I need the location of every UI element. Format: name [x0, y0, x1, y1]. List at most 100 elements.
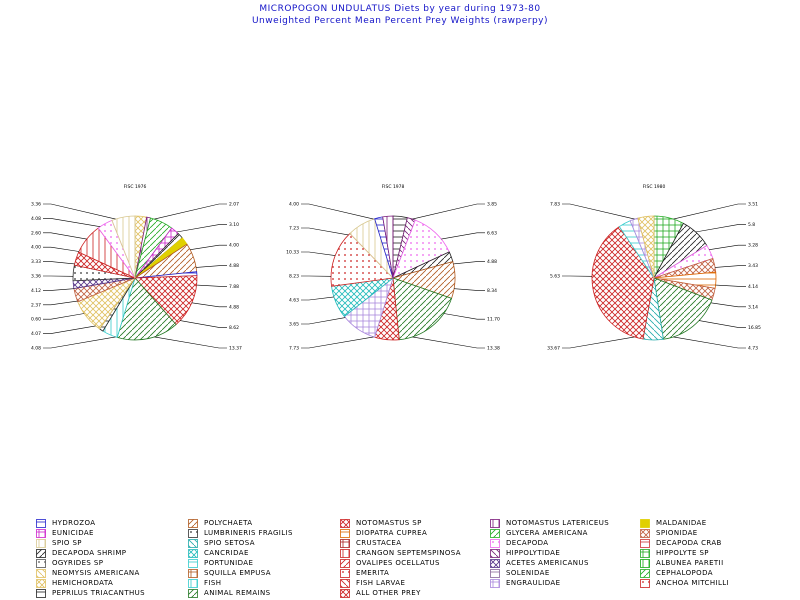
legend-swatch [340, 528, 350, 538]
leader-line [699, 320, 746, 328]
legend-label: SPIONIDAE [656, 529, 698, 537]
legend-swatch [36, 588, 46, 598]
pie-chart-3: FISC 1980 7.83 5.63 33.67 3.51 5.8 3.28 3.43 4.1… [547, 184, 761, 352]
legend-item-spionidae: SPIONIDAE [640, 528, 698, 538]
leader-line [191, 302, 227, 308]
pie-percent-label: 4.00 [289, 202, 299, 208]
leader-line [301, 203, 374, 220]
leader-line [43, 336, 116, 349]
pie-percent-label: 11.70 [487, 317, 500, 323]
pie-slice-hemichordata [637, 215, 655, 279]
pie-slice-animal-remains [653, 277, 713, 340]
leader-line [301, 336, 374, 349]
legend-label: SQUILLA EMPUSA [204, 569, 271, 577]
pie-percent-label: 3.36 [31, 202, 41, 208]
legend-label: NOTOMASTUS SP [356, 519, 422, 527]
legend-label: CEPHALOPODA [656, 569, 713, 577]
leader-line [176, 224, 227, 233]
legend-label: DECAPODA CRAB [656, 539, 722, 547]
pie-percent-label: 33.67 [547, 346, 560, 352]
pie-chart-2: FISC 1978 4.00 7.23 10.33 8.23 4.63 3.65 7.73 3.… [286, 184, 500, 352]
legend-item-cephalopoda: CEPHALOPODA [640, 568, 713, 578]
leader-line [710, 302, 746, 308]
leader-line [709, 244, 746, 250]
leader-line [43, 313, 85, 320]
pie-percent-label: 4.14 [748, 284, 758, 290]
legend-item-crangon-septemspinosa: CRANGON SEPTEMSPINOSA [340, 548, 461, 558]
leader-line [154, 336, 227, 349]
leader-line [43, 325, 96, 334]
leader-line [190, 244, 227, 250]
legend-label: LUMBRINERIS FRAGILIS [204, 529, 293, 537]
legend-item-acetes-americanus: ACETES AMERICANUS [490, 558, 589, 568]
legend-item-engraulidae: ENGRAULIDAE [490, 578, 560, 588]
legend-swatch [490, 568, 500, 578]
legend-label: DECAPODA SHRIMP [52, 549, 127, 557]
pie-percent-label: 4.88 [229, 304, 239, 310]
legend-swatch [188, 568, 198, 578]
pie-percent-label: 4.08 [31, 346, 41, 352]
pie-slice-notomastus-sp [134, 275, 198, 326]
leader-line [454, 288, 485, 291]
legend-item-spio-setosa: SPIO SETOSA [188, 538, 255, 548]
legend-label: POLYCHAETA [204, 519, 253, 527]
leader-line [43, 300, 78, 306]
pie-slice-notomastus-latericeus [382, 215, 394, 279]
pie-percent-label: 13.37 [229, 346, 242, 352]
legend-swatch [640, 518, 650, 528]
pie-percent-label: 8.23 [289, 274, 299, 280]
legend-swatch [36, 578, 46, 588]
legend-swatch [490, 578, 500, 588]
leader-line [715, 284, 746, 287]
pie-percent-label: 3.14 [748, 304, 758, 310]
legend-item-fish: FISH [188, 578, 221, 588]
pie-percent-label: 3.36 [31, 274, 41, 280]
legend-item-all-other-prey: ALL OTHER PREY [340, 588, 421, 598]
pie-percent-label: 8.62 [229, 325, 239, 331]
legend-item-neomysis-americana: NEOMYSIS AMERICANA [36, 568, 140, 578]
legend-label: PORTUNIDAE [204, 559, 254, 567]
legend-item-notomastus-latericeus: NOTOMASTUS LATERICEUS [490, 518, 609, 528]
legend-swatch [340, 538, 350, 548]
legend-swatch [640, 548, 650, 558]
legend-label: ENGRAULIDAE [506, 579, 561, 587]
legend-label: PEPRILUS TRIACANTHUS [52, 589, 146, 597]
pie-percent-label: 7.88 [229, 284, 239, 290]
legend-label: ACETES AMERICANUS [506, 559, 589, 567]
legend-label: GLYCERA AMERICANA [506, 529, 588, 537]
leader-line [301, 251, 336, 256]
legend-swatch [640, 538, 650, 548]
legend-item-decapoda: DECAPODA [490, 538, 548, 548]
legend-item-polychaeta: POLYCHAETA [188, 518, 252, 528]
legend-swatch [188, 548, 198, 558]
legend-label: FISH LARVAE [356, 579, 406, 587]
legend-label: EUNICIDAE [52, 529, 94, 537]
legend-item-decapoda-crab: DECAPODA CRAB [640, 538, 722, 548]
leader-line [562, 336, 635, 349]
leader-line [673, 336, 746, 349]
legend-label: OVALIPES OCELLATUS [356, 559, 440, 567]
pie-percent-label: 4.00 [31, 245, 41, 251]
legend-label: ANCHOA MITCHILLI [656, 579, 730, 587]
leader-line [673, 203, 746, 220]
pie-percent-label: 4.63 [289, 298, 299, 304]
legend-item-solenidae: SOLENIDAE [490, 568, 550, 578]
legend-item-fish-larvae: FISH LARVAE [340, 578, 405, 588]
legend-swatch [340, 558, 350, 568]
legend-item-portunidae: PORTUNIDAE [188, 558, 253, 568]
pie-percent-label: 4.73 [748, 346, 758, 352]
pie-percent-label: 5.8 [748, 222, 755, 228]
leader-line [301, 227, 349, 236]
leader-line [43, 288, 74, 291]
leader-line [43, 218, 101, 227]
legend-swatch [36, 548, 46, 558]
pie-percent-label: 5.63 [550, 274, 560, 280]
pie-percent-label: 0.60 [31, 317, 41, 323]
legend-label: SOLENIDAE [506, 569, 550, 577]
legend-label: CRUSTACEA [356, 539, 402, 547]
legend-swatch [340, 578, 350, 588]
pie-percent-label: 3.10 [229, 222, 239, 228]
leader-line [301, 296, 335, 301]
pie-percent-label: 10.33 [286, 250, 299, 256]
legend-item-hemichordata: HEMICHORDATA [36, 578, 113, 588]
